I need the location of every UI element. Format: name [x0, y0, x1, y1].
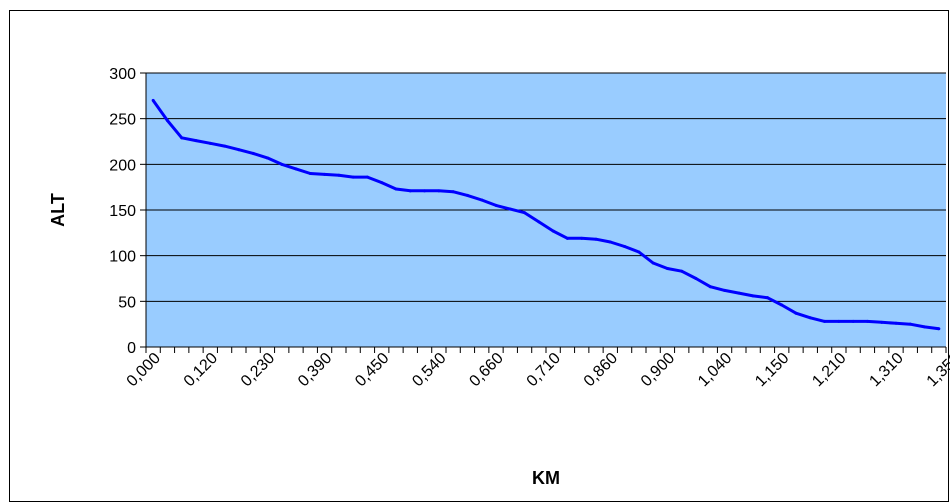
data-point — [880, 320, 884, 324]
data-point — [537, 220, 541, 224]
y-tick-label-150: 150 — [109, 203, 136, 220]
x-tick-label: 0,660 — [466, 350, 506, 390]
x-tick-label: 1,210 — [809, 350, 849, 390]
x-tick-label: 0,390 — [295, 350, 335, 390]
x-tick-label: 0,120 — [181, 350, 221, 390]
data-point — [937, 327, 941, 331]
x-tick-label: 0,710 — [524, 350, 564, 390]
data-point — [508, 207, 512, 211]
data-point — [208, 141, 212, 145]
y-tick-label-300: 300 — [109, 66, 136, 83]
data-point — [480, 198, 484, 202]
data-point — [465, 193, 469, 197]
data-point — [865, 319, 869, 323]
data-point — [294, 167, 298, 171]
x-tick-label: 1,150 — [752, 350, 792, 390]
x-tick-label: 0,900 — [638, 350, 678, 390]
data-point — [894, 321, 898, 325]
altitude-series-line — [151, 99, 940, 331]
data-point — [351, 175, 355, 179]
data-point — [165, 118, 169, 122]
data-point — [437, 189, 441, 193]
y-axis-title: ALT — [48, 193, 68, 227]
data-point — [580, 236, 584, 240]
y-tick-label-50: 50 — [118, 294, 136, 311]
data-point — [451, 190, 455, 194]
data-point — [708, 285, 712, 289]
data-point — [694, 277, 698, 280]
data-point — [823, 319, 827, 323]
data-point — [651, 261, 655, 265]
series-points — [151, 98, 941, 331]
data-point — [280, 162, 284, 166]
data-point — [751, 294, 755, 298]
data-point — [565, 236, 569, 240]
x-tick-label: 0,540 — [409, 350, 449, 390]
data-point — [423, 189, 427, 193]
data-point — [151, 98, 155, 102]
data-point — [394, 187, 398, 191]
data-point — [180, 136, 184, 140]
x-tick-label: 1,350 — [924, 350, 950, 390]
data-point — [265, 156, 269, 160]
data-point — [851, 319, 855, 323]
data-point — [680, 269, 684, 273]
data-point — [723, 288, 727, 292]
data-point — [308, 171, 312, 175]
data-point — [551, 229, 555, 233]
x-tick-label: 0,450 — [352, 350, 392, 390]
data-point — [323, 172, 327, 176]
data-point — [365, 175, 369, 179]
data-point — [337, 173, 341, 177]
x-tick-label: 1,310 — [866, 350, 906, 390]
data-point — [594, 237, 598, 241]
gridlines — [146, 72, 946, 302]
data-point — [223, 144, 227, 148]
data-point — [665, 266, 669, 270]
x-tick-label: 0,860 — [581, 350, 621, 390]
data-point — [194, 139, 198, 143]
data-point — [608, 240, 612, 244]
data-point — [623, 245, 627, 249]
y-tick-label-0: 0 — [127, 340, 136, 357]
data-point — [494, 203, 498, 207]
data-point — [637, 250, 641, 254]
data-point — [837, 319, 841, 323]
y-tick-labels: 0 50 100 150 200 250 300 — [109, 66, 136, 357]
data-point — [923, 325, 927, 329]
x-tick-label: 1,040 — [695, 350, 735, 390]
data-point — [737, 291, 741, 295]
data-point — [780, 303, 784, 307]
data-point — [765, 296, 769, 300]
data-point — [808, 316, 812, 320]
y-tick-label-250: 250 — [109, 112, 136, 129]
axes — [140, 72, 947, 353]
x-tick-label: 0,230 — [238, 350, 278, 390]
data-point — [523, 211, 527, 215]
x-axis-title: KM — [532, 468, 560, 488]
data-point — [237, 148, 241, 152]
data-point — [908, 322, 912, 326]
x-tick-labels: 0,000 0,120 0,230 0,390 0,450 0,540 0,660 0,710… — [124, 350, 950, 390]
y-tick-label-100: 100 — [109, 249, 136, 266]
y-tick-label-200: 200 — [109, 157, 136, 174]
data-point — [794, 311, 798, 315]
data-point — [408, 189, 412, 193]
data-point — [251, 151, 255, 155]
data-point — [380, 181, 384, 185]
